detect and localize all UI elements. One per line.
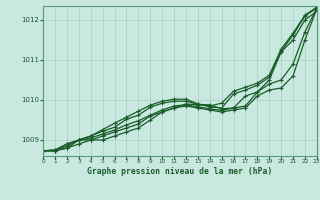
X-axis label: Graphe pression niveau de la mer (hPa): Graphe pression niveau de la mer (hPa) [87, 167, 273, 176]
